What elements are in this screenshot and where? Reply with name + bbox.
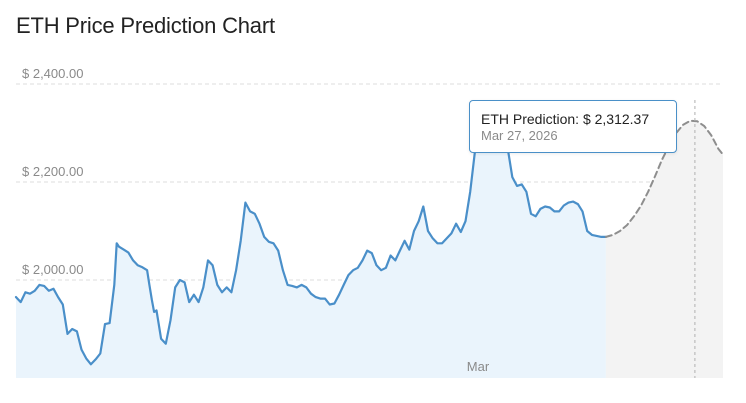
y-tick-label-0: $ 2,400.00 <box>22 66 83 81</box>
series-line-1 <box>604 119 724 238</box>
y-tick-label-1: $ 2,200.00 <box>22 164 83 179</box>
axis-ticks: $ 2,400.00 $ 2,200.00 $ 2,000.00 Mar <box>22 66 490 374</box>
tooltip-value: $ 2,312.37 <box>582 111 650 127</box>
tooltip-date: Mar 27, 2026 <box>481 128 558 143</box>
chart-title: ETH Price Prediction Chart <box>16 13 275 38</box>
y-tick-label-2: $ 2,000.00 <box>22 262 83 277</box>
series-area-1 <box>605 120 723 379</box>
prediction-tooltip: ETH Prediction: $ 2,312.37 Mar 27, 2026 <box>469 100 677 153</box>
x-tick-label-0: Mar <box>467 359 490 374</box>
tooltip-label: ETH Prediction: <box>481 111 580 127</box>
series-areas <box>16 120 723 379</box>
series-area-0 <box>16 128 606 378</box>
